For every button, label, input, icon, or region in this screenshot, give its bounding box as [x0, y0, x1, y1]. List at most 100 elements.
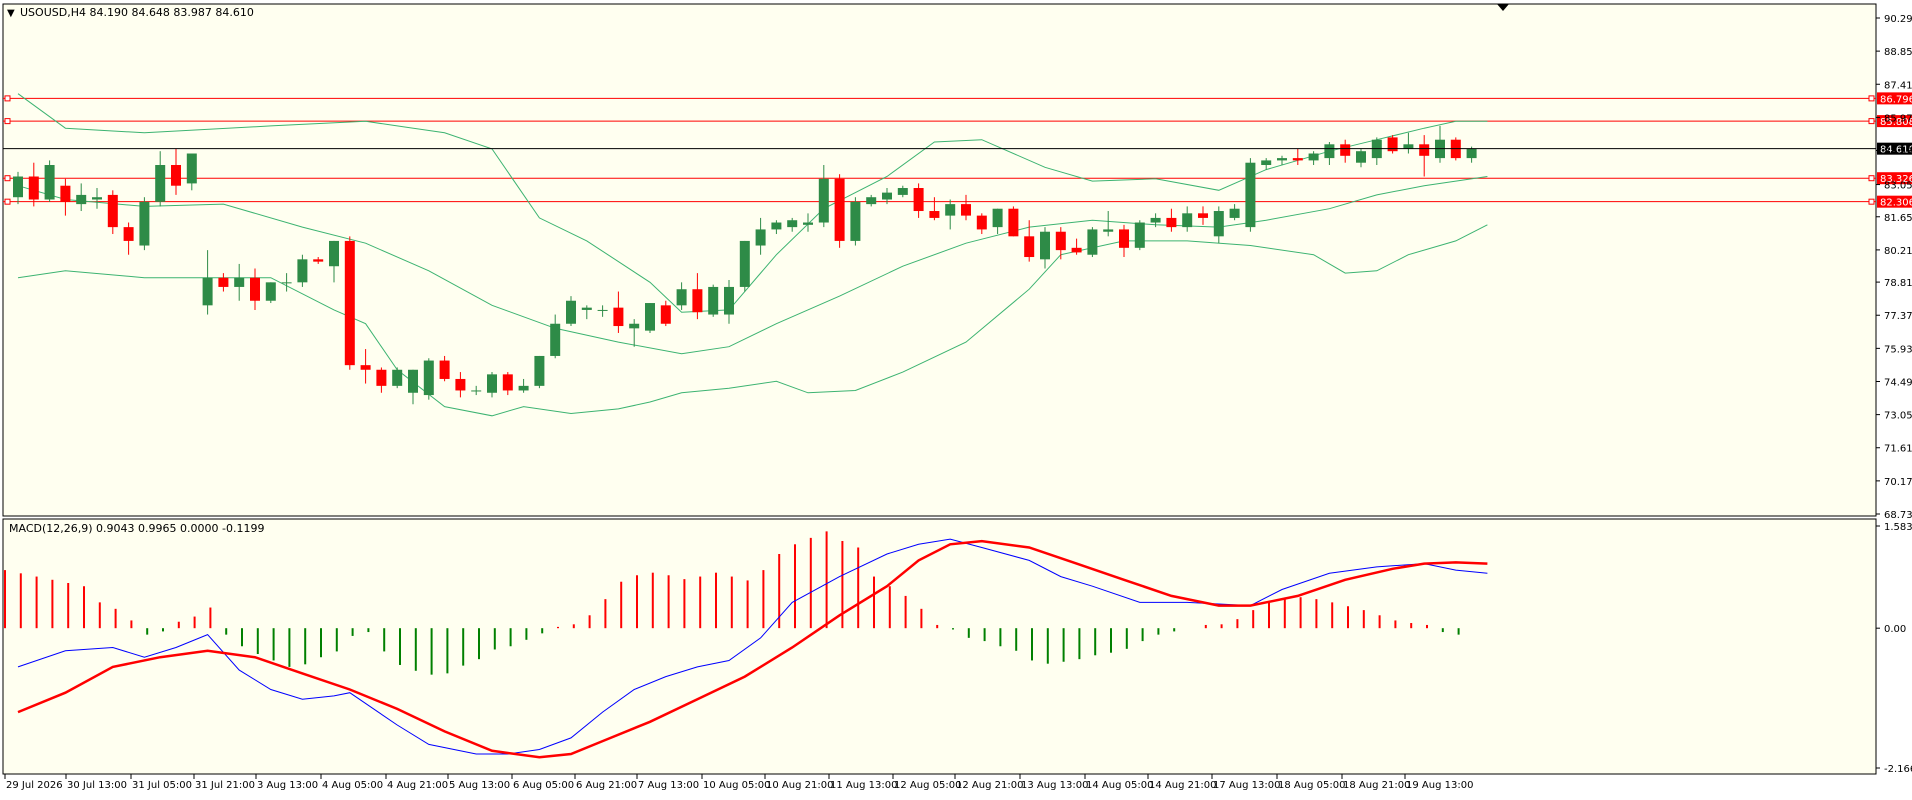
candle-body [518, 385, 529, 391]
candle-body [771, 222, 782, 230]
macd-histogram [4, 531, 1460, 675]
candle-body [439, 360, 450, 379]
candle-body [1024, 236, 1035, 258]
candle-body [455, 378, 466, 391]
level-handle-right[interactable] [1868, 95, 1875, 102]
macd-tick-label: 0.00 [1884, 624, 1906, 635]
candle-body [1229, 208, 1240, 218]
candle-body [803, 222, 813, 225]
price-tick-label: 84.530 [1884, 147, 1912, 158]
candle-body [1087, 229, 1098, 255]
candle-body [1103, 229, 1114, 232]
level-handle-right[interactable] [1868, 198, 1875, 205]
time-tick-label: 29 Jul 2026 [6, 780, 63, 791]
candle-body [1008, 208, 1019, 237]
candle-body [234, 277, 245, 287]
candle-body [1308, 153, 1319, 161]
candle-body [44, 165, 55, 200]
macd-lines [17, 538, 1488, 759]
time-tick-label: 10 Aug 21:00 [766, 780, 833, 791]
candles [13, 125, 1477, 405]
level-handle-right[interactable] [1868, 175, 1875, 182]
candle-body [1071, 247, 1082, 253]
price-tick-label: 78.810 [1884, 278, 1912, 289]
macd-pane-frame [2, 518, 1877, 775]
level-handle-left[interactable] [4, 118, 11, 125]
candle-body [171, 165, 181, 186]
level-handle-right[interactable] [1868, 118, 1875, 125]
candle-body [1419, 144, 1430, 156]
candle-body [597, 309, 608, 311]
candle-body [945, 204, 956, 216]
candle-body [1198, 213, 1208, 218]
level-lines: 86.796 85.808 83.326 82.306 [3, 92, 1912, 209]
candle-body [708, 286, 719, 315]
macd-axis: 1.5833 0.00 -2.1664 [1876, 522, 1912, 775]
candle-body [107, 194, 118, 228]
time-tick-label: 31 Jul 05:00 [132, 780, 192, 791]
time-tick-label: 7 Aug 13:00 [638, 780, 699, 791]
price-tick-label: 90.290 [1884, 14, 1912, 25]
candle-body [1387, 137, 1398, 152]
price-tick-label: 87.410 [1884, 80, 1912, 91]
candle-body [755, 229, 766, 246]
candle-body [155, 165, 166, 202]
candle-body [1356, 151, 1366, 163]
bollinger-lower-line [17, 224, 1488, 417]
chart-shift-marker-icon[interactable] [1497, 4, 1509, 11]
candle-body [787, 220, 798, 228]
candle-body [581, 307, 592, 310]
candle-body [1213, 211, 1224, 237]
level-price-tag [1877, 115, 1912, 128]
time-tick-label: 12 Aug 21:00 [956, 780, 1023, 791]
candle-body [408, 369, 418, 393]
price-tick-label: 81.650 [1884, 213, 1912, 224]
macd-header: MACD(12,26,9) 0.9043 0.9965 0.0000 -0.11… [9, 522, 264, 535]
candle-body [676, 289, 687, 306]
candle-body [471, 390, 482, 392]
price-tick-label: 68.730 [1884, 510, 1912, 521]
candle-body [1134, 222, 1145, 248]
candle-body [92, 197, 102, 200]
candle-body [1403, 144, 1414, 149]
candle-body [961, 204, 971, 216]
candle-body [329, 240, 339, 267]
level-handle-left[interactable] [4, 198, 11, 205]
level-price-tag [1877, 92, 1912, 105]
time-tick-label: 18 Aug 05:00 [1278, 780, 1345, 791]
time-tick-label: 6 Aug 05:00 [513, 780, 574, 791]
price-tick-label: 71.610 [1884, 444, 1912, 455]
price-tick-label: 85.970 [1884, 113, 1912, 124]
price-tick-label: 70.170 [1884, 477, 1912, 488]
candle-body [1245, 162, 1256, 228]
chart-menu-arrow[interactable]: ▼ [7, 8, 15, 19]
time-tick-label: 13 Aug 13:00 [1021, 780, 1088, 791]
candle-body [992, 208, 1003, 228]
candle-body [392, 369, 403, 386]
time-tick-label: 5 Aug 13:00 [449, 780, 510, 791]
candle-body [28, 176, 39, 200]
candle-body [913, 188, 924, 212]
price-tick-label: 75.930 [1884, 344, 1912, 355]
candle-body [929, 211, 940, 218]
candle-body [692, 289, 703, 313]
candle-body [613, 307, 624, 327]
level-handle-left[interactable] [4, 95, 11, 102]
level-price-label: 86.796 [1880, 94, 1912, 105]
candle-body [1166, 217, 1177, 228]
time-tick-label: 11 Aug 13:00 [830, 780, 897, 791]
level-handle-left[interactable] [4, 175, 11, 182]
candle-body [250, 277, 260, 301]
candle-body [739, 240, 750, 287]
candle-body [1261, 160, 1272, 166]
price-tick-label: 80.210 [1884, 246, 1912, 257]
candle-body [297, 259, 308, 283]
candle-body [534, 355, 545, 386]
candle-body [1292, 158, 1303, 161]
candle-body [818, 178, 829, 223]
price-tick-label: 77.370 [1884, 311, 1912, 322]
level-price-tag [1877, 172, 1912, 185]
candle-body [882, 192, 892, 200]
